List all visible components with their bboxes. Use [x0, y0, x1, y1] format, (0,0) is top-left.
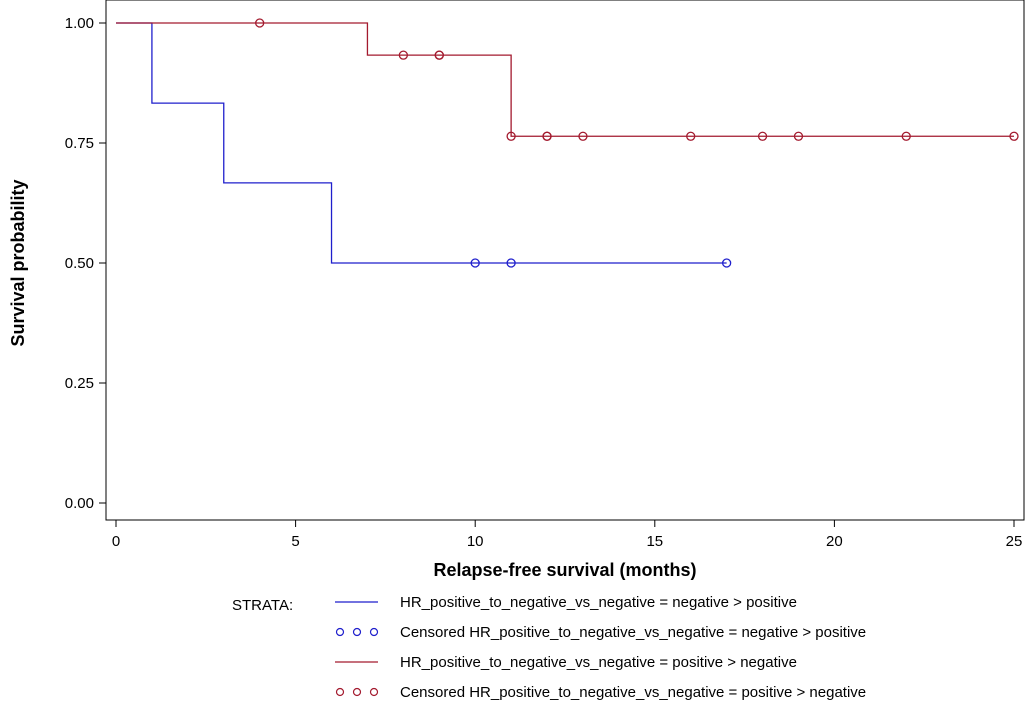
- x-axis-ticks: 0 5 10 15 20 25: [112, 520, 1023, 550]
- y-axis-ticks: 0.00 0.25 0.50 0.75 1.00: [65, 15, 106, 512]
- legend-marker-swatch: [369, 627, 379, 637]
- x-tick-label: 15: [646, 533, 663, 550]
- legend-entry-label: HR_positive_to_negative_vs_negative = po…: [400, 654, 797, 671]
- legend-title: STRATA:: [232, 597, 293, 614]
- censored-marker: [757, 131, 768, 141]
- censored-marker: [686, 131, 696, 141]
- legend-entry-label: HR_positive_to_negative_vs_negative = ne…: [400, 594, 797, 611]
- x-tick-label: 5: [291, 533, 299, 550]
- censored-marker: [398, 50, 409, 60]
- y-tick-label: 1.00: [65, 15, 94, 32]
- legend-entry-label: Censored HR_positive_to_negative_vs_nega…: [400, 624, 866, 641]
- censored-marker: [721, 258, 732, 268]
- y-tick-label: 0.25: [65, 375, 94, 392]
- censored-marker: [1009, 131, 1019, 141]
- legend: HR_positive_to_negative_vs_negative = ne…: [335, 594, 866, 701]
- legend-entry-label: Censored HR_positive_to_negative_vs_nega…: [400, 684, 866, 701]
- legend-marker-swatch: [352, 627, 362, 637]
- plot-frame: [105, 0, 1025, 521]
- series-layer: [116, 18, 1019, 268]
- censored-marker: [506, 258, 516, 268]
- censored-marker: [506, 131, 516, 141]
- censored-marker: [470, 258, 480, 268]
- x-tick-label: 20: [826, 533, 843, 550]
- y-tick-label: 0.50: [65, 255, 94, 272]
- legend-marker-swatch: [335, 687, 345, 697]
- legend-marker-swatch: [335, 627, 345, 637]
- censored-marker: [578, 131, 588, 141]
- y-tick-label: 0.00: [65, 495, 94, 512]
- y-tick-label: 0.75: [65, 135, 94, 152]
- censored-marker: [255, 18, 265, 28]
- x-tick-label: 25: [1006, 533, 1023, 550]
- censored-marker: [434, 50, 444, 60]
- x-axis-title: Relapse-free survival (months): [433, 560, 696, 580]
- x-tick-label: 0: [112, 533, 120, 550]
- censored-marker: [793, 131, 804, 141]
- legend-marker-swatch: [352, 687, 362, 697]
- x-tick-label: 10: [467, 533, 484, 550]
- y-axis-title: Survival probability: [8, 179, 28, 346]
- censored-marker: [901, 131, 911, 141]
- survival-step-line: [116, 22, 1014, 137]
- censored-marker: [542, 131, 552, 141]
- survival-step-line: [116, 22, 727, 264]
- legend-marker-swatch: [369, 687, 379, 697]
